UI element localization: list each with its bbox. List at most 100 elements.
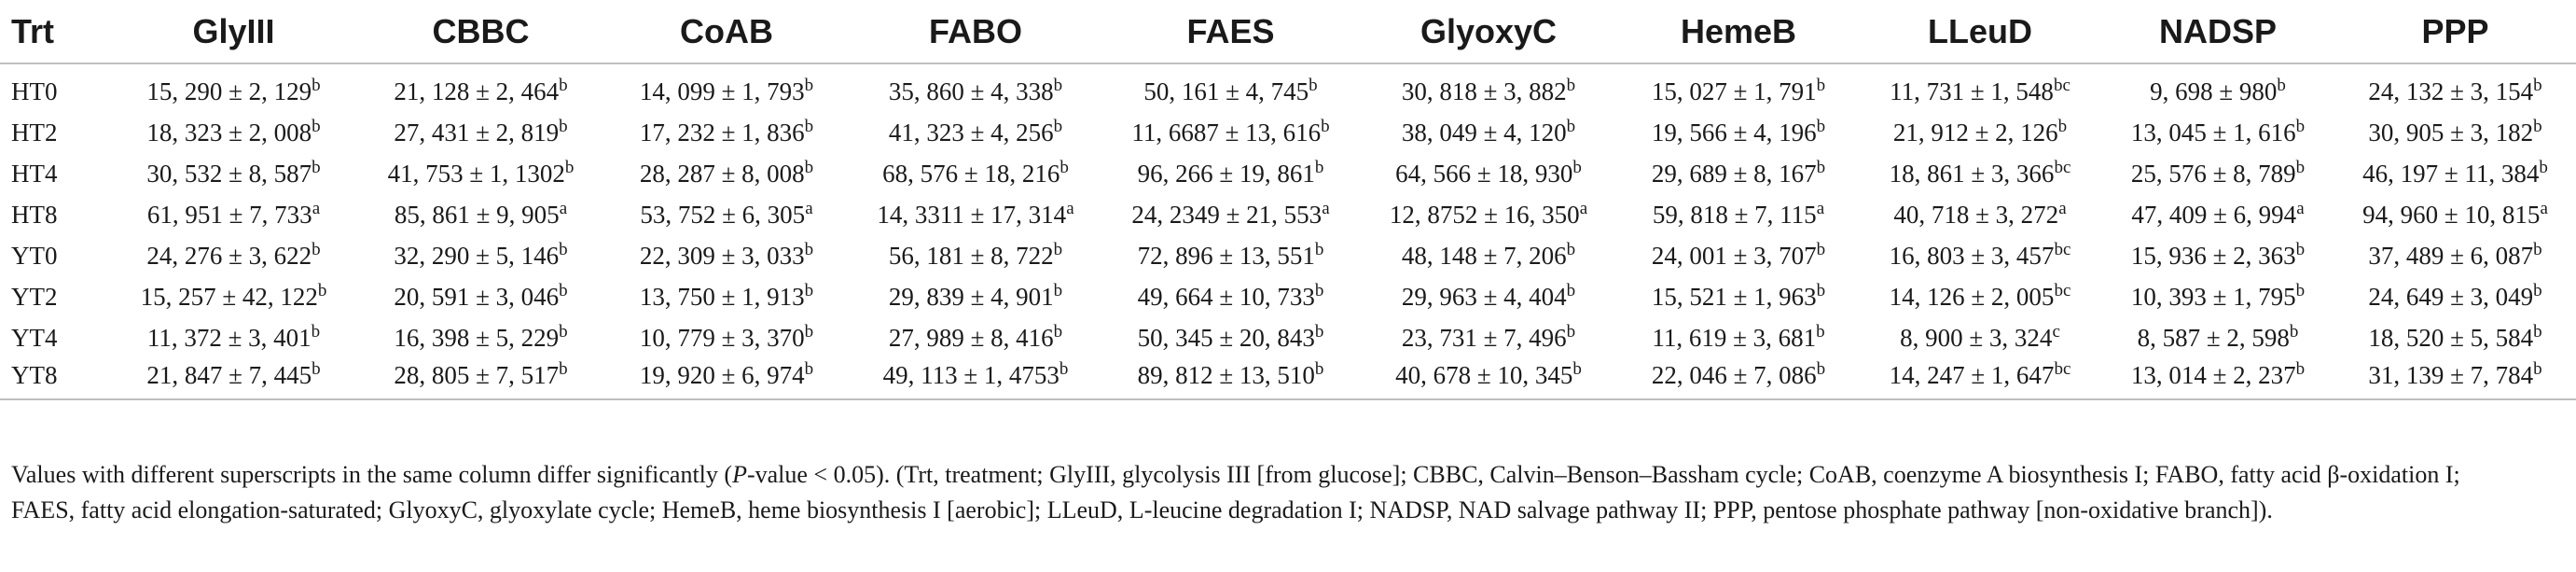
cell-value: 13, 750 ± 1, 913 bbox=[639, 282, 805, 311]
table-cell: 30, 818 ± 3, 882b bbox=[1359, 63, 1618, 112]
significance-superscript: b bbox=[1566, 76, 1576, 95]
table-row: HT4 30, 532 ± 8, 587b 41, 753 ± 1, 1302b 28… bbox=[0, 153, 2576, 194]
table-row: YT0 24, 276 ± 3, 622b 32, 290 ± 5, 146b 22,… bbox=[0, 235, 2576, 276]
treatment-label: YT0 bbox=[11, 241, 58, 270]
significance-superscript: b bbox=[1059, 157, 1069, 177]
cell-value: 64, 566 ± 18, 930 bbox=[1395, 159, 1573, 188]
table-cell: 13, 014 ± 2, 237b bbox=[2101, 358, 2334, 400]
cell-value: 15, 027 ± 1, 791 bbox=[1651, 77, 1817, 105]
table-cell: 64, 566 ± 18, 930b bbox=[1359, 153, 1618, 194]
significance-superscript: a bbox=[559, 198, 568, 218]
cell-value: 8, 900 ± 3, 324 bbox=[1900, 323, 2053, 352]
cell-value: 49, 664 ± 10, 733 bbox=[1137, 282, 1315, 311]
significance-superscript: b bbox=[1314, 321, 1324, 342]
cell-value: 22, 309 ± 3, 033 bbox=[639, 241, 805, 270]
table-cell: 10, 393 ± 1, 795b bbox=[2101, 276, 2334, 317]
table-cell: 18, 861 ± 3, 366bc bbox=[1859, 153, 2101, 194]
significance-superscript: a bbox=[1066, 198, 1074, 218]
cell-value: 41, 753 ± 1, 1302 bbox=[387, 159, 565, 188]
significance-superscript: b bbox=[2295, 280, 2306, 300]
table-cell: 49, 113 ± 1, 4753b bbox=[849, 358, 1102, 400]
table-cell: 24, 001 ± 3, 707b bbox=[1618, 235, 1859, 276]
significance-superscript: bc bbox=[2054, 157, 2071, 177]
table-cell: 14, 3311 ± 17, 314a bbox=[849, 194, 1102, 235]
cell-value: 24, 132 ± 3, 154 bbox=[2368, 77, 2534, 105]
cell-value: 21, 912 ± 2, 126 bbox=[1892, 118, 2058, 146]
cell-value: 10, 779 ± 3, 370 bbox=[639, 323, 805, 352]
cell-value: 28, 287 ± 8, 008 bbox=[639, 159, 805, 188]
table-cell: 24, 2349 ± 21, 553a bbox=[1102, 194, 1359, 235]
table-cell: 13, 045 ± 1, 616b bbox=[2101, 112, 2334, 153]
significance-superscript: b bbox=[1314, 359, 1324, 379]
footnote-text-1: Values with different superscripts in th… bbox=[11, 461, 733, 488]
significance-superscript: b bbox=[2295, 157, 2306, 177]
table-cell: 35, 860 ± 4, 338b bbox=[849, 63, 1102, 112]
treatment-label: HT0 bbox=[11, 77, 58, 105]
table-cell: 12, 8752 ± 16, 350a bbox=[1359, 194, 1618, 235]
cell-value: 50, 345 ± 20, 843 bbox=[1137, 323, 1315, 352]
significance-superscript: a bbox=[2540, 198, 2548, 218]
cell-value: 37, 489 ± 6, 087 bbox=[2368, 241, 2534, 270]
significance-superscript: b bbox=[1816, 359, 1826, 379]
significance-superscript: b bbox=[1053, 239, 1063, 259]
significance-superscript: a bbox=[805, 198, 813, 218]
table-cell: 19, 566 ± 4, 196b bbox=[1618, 112, 1859, 153]
cell-value: 48, 148 ± 7, 206 bbox=[1401, 241, 1567, 270]
cell-value: 40, 718 ± 3, 272 bbox=[1893, 200, 2059, 229]
table-cell: 19, 920 ± 6, 974b bbox=[604, 358, 849, 400]
table-cell: 15, 521 ± 1, 963b bbox=[1618, 276, 1859, 317]
cell-value: 11, 619 ± 3, 681 bbox=[1652, 323, 1817, 352]
header-row: Trt GlyIII CBBC CoAB FABO FAES GlyoxyC HemeB LLe… bbox=[0, 0, 2576, 64]
significance-superscript: a bbox=[2058, 198, 2067, 218]
table-cell: 30, 905 ± 3, 182b bbox=[2334, 112, 2576, 153]
data-table: Trt GlyIII CBBC CoAB FABO FAES GlyoxyC HemeB LLe… bbox=[0, 0, 2576, 400]
cell-value: 14, 247 ± 1, 647 bbox=[1889, 361, 2055, 389]
cell-value: 11, 731 ± 1, 548 bbox=[1890, 77, 2054, 105]
table-cell: 61, 951 ± 7, 733a bbox=[110, 194, 357, 235]
significance-superscript: b bbox=[559, 280, 568, 300]
table-cell: 37, 489 ± 6, 087b bbox=[2334, 235, 2576, 276]
table-cell: 21, 847 ± 7, 445b bbox=[110, 358, 357, 400]
cell-value: 21, 128 ± 2, 464 bbox=[394, 77, 560, 105]
significance-superscript: b bbox=[804, 116, 814, 136]
significance-superscript: b bbox=[2295, 359, 2306, 379]
significance-superscript: b bbox=[804, 157, 814, 177]
cell-value: 89, 812 ± 13, 510 bbox=[1137, 361, 1315, 389]
table-cell: 89, 812 ± 13, 510b bbox=[1102, 358, 1359, 400]
significance-superscript: b bbox=[1053, 321, 1063, 342]
column-header: NADSP bbox=[2101, 0, 2334, 64]
table-body: HT0 15, 290 ± 2, 129 b 21, 128 ± 2, 464 b 14,… bbox=[0, 63, 2576, 400]
cell-value: 22, 046 ± 7, 086 bbox=[1651, 361, 1817, 389]
cell-value: 47, 409 ± 6, 994 bbox=[2131, 200, 2297, 229]
table-cell: 72, 896 ± 13, 551b bbox=[1102, 235, 1359, 276]
table-cell: 40, 718 ± 3, 272a bbox=[1859, 194, 2101, 235]
table-cell: 59, 818 ± 7, 115a bbox=[1618, 194, 1859, 235]
significance-superscript: b bbox=[1053, 76, 1063, 95]
cell-value: 35, 860 ± 4, 338 bbox=[888, 77, 1054, 105]
cell-value: 19, 920 ± 6, 974 bbox=[639, 361, 805, 389]
table-cell: 11, 731 ± 1, 548bc bbox=[1859, 63, 2101, 112]
table-cell: 9, 698 ± 980b bbox=[2101, 63, 2334, 112]
table-cell: 15, 936 ± 2, 363b bbox=[2101, 235, 2334, 276]
cell-value: 18, 323 ± 2, 008 bbox=[146, 118, 312, 146]
table-cell: 29, 963 ± 4, 404b bbox=[1359, 276, 1618, 317]
significance-superscript: b bbox=[1572, 359, 1582, 379]
cell-value: 29, 839 ± 4, 901 bbox=[888, 282, 1054, 311]
footnote-line-1: Values with different superscripts in th… bbox=[11, 457, 2565, 493]
cell-value: 20, 591 ± 3, 046 bbox=[394, 282, 560, 311]
cell-value: 15, 290 ± 2, 129 bbox=[146, 77, 312, 105]
significance-superscript: b bbox=[1314, 157, 1324, 177]
table-cell: 31, 139 ± 7, 784b bbox=[2334, 358, 2576, 400]
cell-value: 53, 752 ± 6, 305 bbox=[640, 200, 806, 229]
significance-superscript: b bbox=[1566, 321, 1576, 342]
cell-value: 30, 905 ± 3, 182 bbox=[2368, 118, 2534, 146]
cell-value: 29, 963 ± 4, 404 bbox=[1401, 282, 1567, 311]
table-row: YT2 15, 257 ± 42, 122b 20, 591 ± 3, 046b 13… bbox=[0, 276, 2576, 317]
significance-superscript: b bbox=[311, 321, 321, 342]
significance-superscript: b bbox=[1816, 321, 1825, 342]
cell-value: 27, 431 ± 2, 819 bbox=[394, 118, 560, 146]
table-cell: 18, 323 ± 2, 008b bbox=[110, 112, 357, 153]
cell-value: 10, 393 ± 1, 795 bbox=[2130, 282, 2296, 311]
significance-superscript: bc bbox=[2054, 280, 2071, 300]
table-cell: 68, 576 ± 18, 216b bbox=[849, 153, 1102, 194]
